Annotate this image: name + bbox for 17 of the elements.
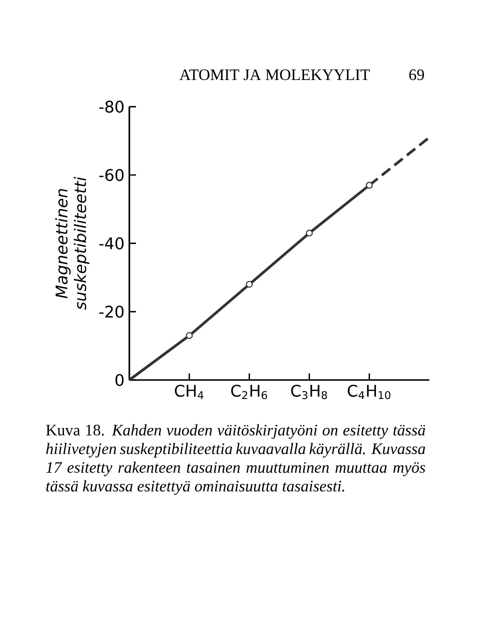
text: 69 bbox=[409, 69, 424, 80]
y-tick-label: -20 bbox=[99, 306, 124, 318]
text: Kuva 18. Kahden vuoden väitöskirjatyöni on esitetty tässä hiilivetyjen suskeptibiliteettia kuvaavalla käyrällä. Kuvassa 17 esitetty rakenteen tasainen muuttuminen muuttaa myös tässä kuvassa esitettyä ominaisuutta tasaisesti. bbox=[46, 424, 426, 495]
y-tick-label: -40 bbox=[99, 237, 124, 250]
y-tick-label: 0 bbox=[115, 374, 124, 386]
x-tick-label: C$_{2}$H$_{6}$ bbox=[231, 384, 268, 400]
x-tick-label: C$_{4}$H$_{10}$ bbox=[348, 384, 390, 400]
y-tick-label: -60 bbox=[99, 168, 124, 182]
text: ATOMIT JA MOLEKYYLIT bbox=[179, 69, 370, 80]
y-axis-title: Magneettinen suskeptibiliteetti bbox=[55, 176, 90, 310]
point bbox=[366, 182, 373, 189]
y-tick-label: -80 bbox=[99, 100, 124, 113]
point bbox=[246, 280, 253, 288]
point bbox=[306, 230, 313, 237]
x-tick-label: C$_{3}$H$_{8}$ bbox=[291, 384, 327, 400]
point bbox=[186, 332, 193, 340]
x-tick-label: CH$_{4}$ bbox=[174, 384, 204, 399]
